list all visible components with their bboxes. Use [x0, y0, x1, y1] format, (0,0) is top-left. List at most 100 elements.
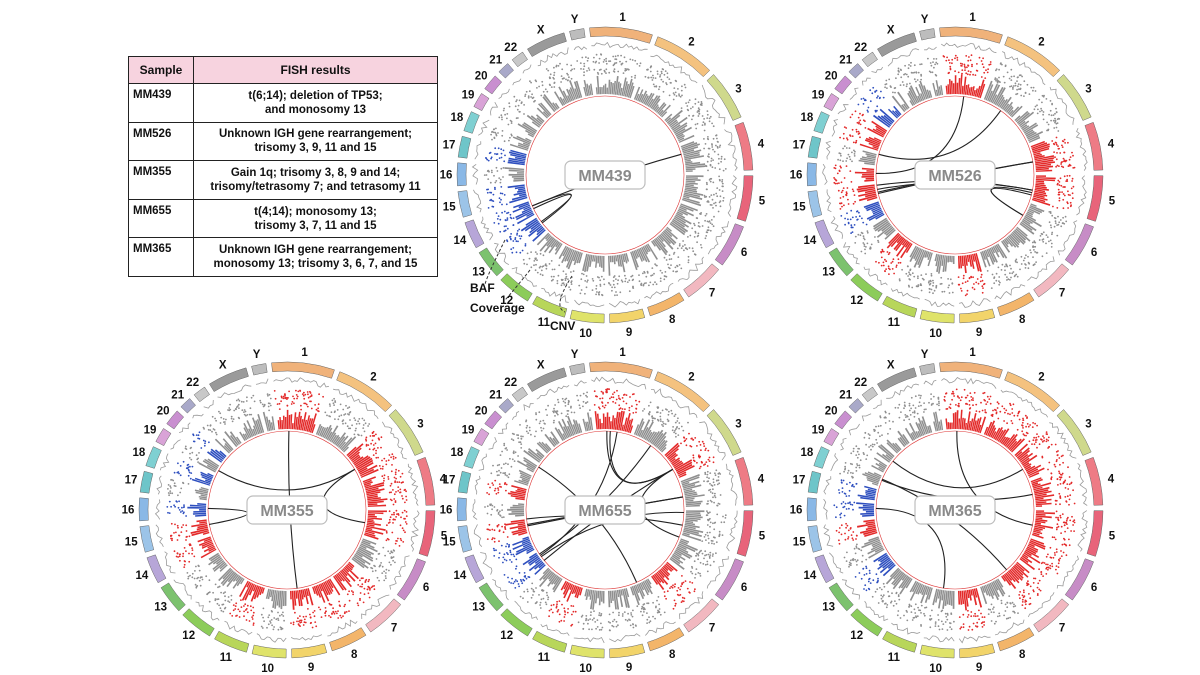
baf-point: [533, 264, 535, 267]
baf-point: [712, 461, 715, 464]
baf-point: [701, 540, 704, 542]
baf-point: [215, 433, 218, 436]
baf-point: [392, 518, 395, 521]
cnv-bar: [1003, 238, 1009, 245]
cnv-bar: [888, 108, 898, 119]
baf-point: [833, 177, 835, 179]
baf-point: [1009, 602, 1012, 605]
cnv-bar: [633, 250, 638, 259]
baf-point: [706, 531, 709, 534]
coverage-track: [381, 421, 407, 460]
baf-point: [695, 568, 698, 570]
baf-point: [1067, 207, 1069, 209]
baf-point: [371, 585, 374, 588]
cnv-bar: [1031, 482, 1039, 486]
baf-point: [629, 58, 632, 61]
cnv-bar: [659, 569, 670, 581]
baf-point: [242, 401, 245, 403]
baf-point: [394, 456, 397, 459]
cnv-bar: [642, 246, 649, 255]
baf-point: [837, 189, 840, 192]
cnv-bar: [302, 589, 306, 598]
baf-point: [996, 401, 999, 404]
baf-point: [1053, 143, 1056, 146]
chromosome-band-2: [654, 371, 711, 413]
baf-point: [1065, 501, 1068, 503]
baf-point: [888, 78, 891, 81]
cnv-bar: [673, 124, 688, 134]
baf-point: [1021, 601, 1024, 603]
baf-point: [581, 614, 584, 617]
cnv-bar: [674, 459, 693, 471]
baf-point: [674, 413, 677, 416]
cnv-bar: [586, 83, 590, 96]
baf-point: [1012, 271, 1015, 273]
cnv-bar: [987, 90, 993, 102]
baf-point: [1054, 119, 1057, 122]
cnv-bar: [1035, 159, 1054, 164]
cnv-bar: [508, 512, 525, 515]
baf-point: [1058, 472, 1061, 475]
cnv-bar: [672, 459, 681, 466]
baf-point: [267, 405, 270, 408]
baf-point: [998, 615, 1001, 617]
cnv-bar: [542, 567, 550, 575]
coverage-track: [924, 46, 937, 51]
baf-point: [673, 93, 676, 96]
coverage-track: [514, 600, 538, 620]
circos-plot-mm526: 12345678910111213141516171819202122XYMM5…: [790, 12, 1116, 340]
baf-point: [1010, 420, 1013, 422]
cnv-bar: [512, 504, 525, 507]
table-row: MM655 t(4;14); monosomy 13; trisomy 3, 7,…: [128, 198, 438, 239]
baf-point: [703, 138, 705, 140]
cnv-bar: [676, 133, 684, 139]
cnv-bar: [562, 98, 567, 105]
baf-point: [492, 128, 495, 131]
chromosome-band-9: [959, 308, 996, 324]
baf-point: [707, 449, 710, 452]
baf-point: [990, 414, 993, 417]
cnv-bar: [671, 220, 689, 233]
cnv-bar: [1026, 546, 1038, 553]
baf-point: [1056, 454, 1059, 457]
cnv-bar: [949, 422, 952, 430]
baf-point: [352, 593, 354, 596]
baf-point: [1065, 544, 1068, 547]
baf-point: [295, 394, 298, 396]
baf-point: [1073, 502, 1076, 505]
baf-point: [713, 522, 716, 524]
cnv-bar: [514, 480, 529, 486]
baf-point: [674, 266, 677, 269]
coverage-track: [478, 453, 487, 471]
baf-point: [621, 408, 624, 410]
baf-point: [987, 613, 990, 615]
baf-point: [712, 181, 715, 184]
baf-point: [600, 72, 603, 75]
cnv-bar: [519, 193, 527, 197]
baf-point: [548, 615, 550, 618]
baf-point: [394, 500, 397, 502]
baf-point: [505, 489, 507, 492]
cnv-bar: [1031, 142, 1048, 149]
baf-point: [659, 412, 662, 414]
cnv-bar: [589, 417, 594, 431]
cnv-bar: [1026, 211, 1034, 216]
baf-point: [863, 245, 866, 248]
baf-point: [569, 288, 572, 291]
chromosome-label: 8: [1019, 314, 1026, 326]
baf-point: [618, 614, 620, 617]
baf-point: [563, 284, 566, 286]
cnv-bar: [958, 418, 961, 430]
baf-point: [967, 59, 970, 62]
baf-point: [555, 65, 558, 68]
baf-point: [711, 540, 714, 542]
chromosome-label: 20: [157, 405, 170, 417]
chromosome-label: 9: [626, 327, 632, 339]
baf-point: [528, 257, 531, 260]
cnv-bar: [1034, 155, 1045, 159]
baf-point: [1041, 101, 1043, 104]
baf-point: [970, 396, 973, 398]
cnv-bar: [196, 519, 207, 523]
chromosome-band-1: [589, 26, 653, 44]
baf-point: [1056, 234, 1059, 237]
